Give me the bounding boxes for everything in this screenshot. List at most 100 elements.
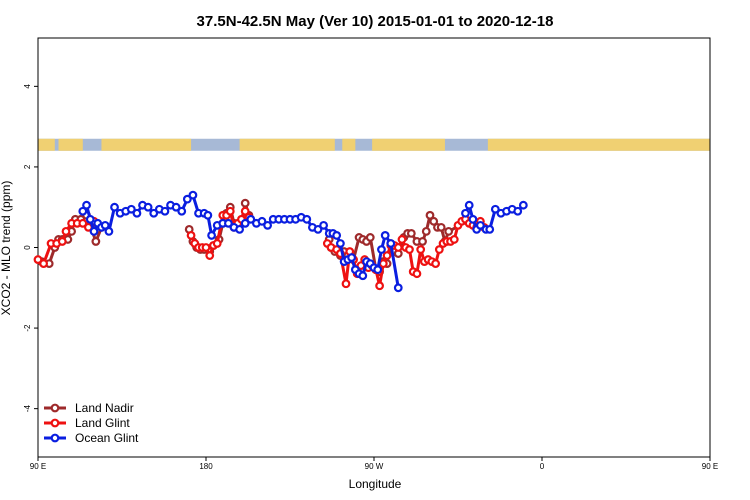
- series-2-point-50: [336, 239, 345, 248]
- series-1-point-1: [39, 259, 48, 269]
- series-1-point-40: [375, 281, 385, 291]
- series-1-point-48: [405, 245, 414, 254]
- legend-label-0: Land Nadir: [75, 401, 134, 415]
- series-1-point-18: [212, 239, 222, 248]
- series-layer: [33, 190, 528, 293]
- series-1-point-16: [205, 251, 215, 260]
- series-2-point-72: [490, 204, 500, 214]
- series-1-point-25: [240, 206, 250, 216]
- series-2-point-19: [171, 202, 181, 212]
- map-land-segment-4: [342, 138, 356, 151]
- series-0-point-51: [418, 237, 427, 246]
- series-2-point-32: [240, 218, 250, 228]
- y-tick-label-2: 0: [23, 245, 32, 250]
- series-2-point-2: [85, 214, 95, 224]
- series-1-point-11: [186, 231, 196, 240]
- map-land-segment-2: [101, 138, 192, 151]
- series-2-point-20: [177, 206, 187, 216]
- series-1-point-42: [382, 251, 392, 260]
- series-2-point-71: [485, 224, 495, 234]
- series-2-point-66: [464, 200, 474, 210]
- series-2-point-62: [380, 231, 390, 240]
- series-2-point-45: [313, 224, 323, 234]
- map-land-segment-5: [372, 138, 445, 151]
- series-1-point-50: [412, 269, 422, 279]
- y-tick-label-0: -4: [23, 405, 32, 413]
- y-tick-label-1: -2: [23, 324, 32, 332]
- legend-label-1: Land Glint: [75, 416, 130, 430]
- series-2-point-77: [518, 200, 528, 210]
- x-tick-label-0: 90 E: [30, 462, 46, 471]
- series-2-point-7: [104, 226, 114, 236]
- series-1-point-31: [341, 279, 351, 289]
- world-map-strip: [38, 138, 710, 151]
- series-2-point-31: [235, 224, 245, 234]
- series-2-point-17: [160, 206, 170, 216]
- series-1-point-21: [225, 206, 235, 216]
- series-2-point-1: [82, 200, 91, 210]
- series-2-point-14: [143, 202, 153, 212]
- series-1-point-41: [378, 259, 388, 269]
- series-2-point-22: [188, 190, 198, 200]
- series-1-point-8: [78, 218, 88, 228]
- series-2-point-60: [373, 265, 383, 275]
- series-2-point-64: [393, 283, 403, 293]
- legend-marker-0: [50, 403, 60, 413]
- series-1-point-4: [57, 237, 67, 246]
- series-2-point-0: [78, 206, 88, 216]
- series-0-point-58: [444, 226, 454, 236]
- y-tick-label-4: 4: [23, 84, 32, 89]
- series-2-point-61: [377, 245, 386, 254]
- series-2: [78, 190, 528, 293]
- series-0-point-52: [421, 226, 431, 236]
- series-2-point-11: [126, 204, 136, 214]
- series-2-point-56: [358, 271, 368, 281]
- series-2-point-15: [149, 208, 159, 218]
- series-2-point-65: [461, 208, 470, 218]
- series-2-point-36: [263, 220, 273, 230]
- map-land-segment-6: [487, 138, 710, 151]
- series-2-point-21: [182, 194, 192, 204]
- plot-frame: [37, 37, 711, 458]
- series-1-point-46: [397, 235, 407, 244]
- y-axis-ticks: -4 -2 0 2 4: [23, 84, 38, 413]
- series-2-point-46: [319, 220, 329, 230]
- map-land-segment-3: [239, 138, 335, 151]
- series-1-point-0: [33, 255, 43, 264]
- series-0-point-53: [425, 210, 435, 220]
- legend-label-2: Ocean Glint: [75, 431, 139, 445]
- series-0-point-39: [365, 233, 375, 242]
- series-1-point-5: [61, 226, 71, 236]
- series-2-point-35: [257, 216, 267, 226]
- series-2-point-8: [110, 202, 119, 212]
- legend-marker-1: [50, 418, 60, 428]
- chart-title: 37.5N-42.5N May (Ver 10) 2015-01-01 to 2…: [197, 13, 554, 30]
- series-1-point-60: [449, 235, 459, 244]
- series-1-point-51: [416, 245, 426, 254]
- y-axis-label: XCO2 - MLO trend (ppm): [0, 181, 13, 316]
- series-2-point-33: [246, 214, 256, 224]
- series-2-point-6: [100, 220, 110, 230]
- series-0-point-49: [406, 228, 416, 238]
- x-tick-label-2: 90 W: [365, 462, 384, 471]
- series-1-point-45: [393, 243, 403, 252]
- series-0-point-56: [436, 222, 446, 232]
- x-tick-label-4: 90 E: [702, 462, 718, 471]
- series-2-point-12: [132, 208, 142, 218]
- series-2-point-29: [223, 218, 233, 228]
- series-1-point-56: [434, 245, 444, 254]
- series-2-point-76: [513, 206, 523, 216]
- legend-marker-2: [50, 433, 60, 443]
- series-2-point-49: [332, 231, 342, 240]
- map-land-segment-1: [58, 138, 83, 151]
- series-0-point-54: [429, 216, 439, 226]
- series-2-point-26: [207, 231, 217, 240]
- series-2-point-67: [468, 214, 478, 224]
- map-land-segment-0: [38, 138, 55, 151]
- series-0-point-27: [240, 198, 250, 208]
- series-2-point-53: [347, 253, 357, 262]
- x-tick-label-3: 0: [540, 462, 545, 471]
- series-2-point-25: [203, 210, 213, 220]
- series-2-point-43: [302, 214, 312, 224]
